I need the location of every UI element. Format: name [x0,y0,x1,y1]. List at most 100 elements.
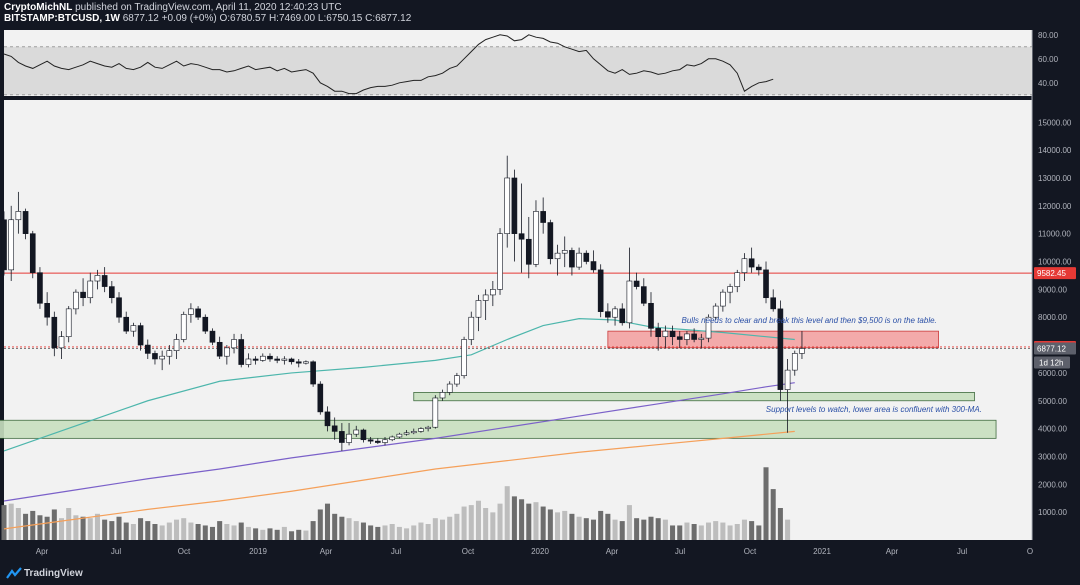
volume-bar [404,528,410,540]
candle-body [367,439,374,442]
candle-body [166,350,173,357]
volume-bar [166,522,172,540]
candle-body [303,361,309,364]
candle-body [123,316,130,332]
volume-bar [188,522,194,540]
symbol-name[interactable]: BITSTAMP:BTCUSD, 1W [4,13,120,24]
volume-bar [576,516,582,540]
volume-bar [547,509,553,540]
volume-bar [339,516,345,540]
x-tick-label: Apr [320,547,333,556]
current-price: 6877.12 [122,13,159,24]
volume-bar [454,513,460,540]
rsi-tick-label: 40.00 [1038,79,1059,88]
volume-bar [670,525,676,540]
candle-body [346,433,352,443]
chart-header: CryptoMichNL published on TradingView.co… [4,2,411,26]
candle-body [159,355,165,360]
volume-bar [66,508,72,540]
author-name[interactable]: CryptoMichNL [4,2,73,13]
volume-bar [598,510,604,540]
volume-bar [152,524,158,540]
volume-bar [540,506,546,540]
volume-bar [734,524,740,540]
volume-bar [174,519,180,540]
volume-bar [94,513,100,540]
volume-bar [763,467,769,540]
candle-body [22,211,29,234]
candle-body [425,426,431,429]
symbol-line: BITSTAMP:BTCUSD, 1W 6877.12 +0.09 (+0%) … [4,13,411,24]
candle-body [101,275,108,287]
volume-bar [58,518,65,540]
candle-body [525,238,532,265]
volume-bar [727,525,733,540]
candle-body [633,280,640,287]
candle-body [741,258,748,273]
volume-bar [705,522,712,540]
volume-bar [346,518,352,540]
volume-bar [389,524,395,540]
candle-body [65,308,72,338]
volume-bar [37,515,43,540]
support-zone [0,419,997,439]
volume-bar [224,524,230,540]
candle-body [259,355,266,361]
price-tick-label: 13000.00 [1038,174,1072,183]
chart-annotation: Support levels to watch, lower area is c… [766,405,982,414]
candle-body [640,286,647,304]
candle-body [712,305,719,318]
candle-body [324,411,331,427]
candle-body [15,211,22,221]
x-tick-label: Jul [957,547,967,556]
volume-bar [497,503,503,540]
candle-body [58,336,65,349]
candle-body [482,294,489,301]
price-tick-label: 11000.00 [1038,230,1071,239]
volume-bar [684,522,690,540]
candle-body [8,219,15,271]
volume-bar [260,529,266,540]
candle-body [245,358,252,365]
candle-body [231,339,237,349]
candle-body [137,325,144,346]
candle-body [439,392,446,399]
candle-body [655,328,661,338]
volume-bar [8,503,14,540]
volume-bar [396,526,402,540]
published-text: published on TradingView.com, April 11, … [75,2,342,13]
candle-body [252,358,259,361]
x-tick-label: Oct [462,547,475,556]
volume-bar [281,526,287,540]
price-tick-label: 15000.00 [1038,118,1072,127]
candle-body [662,330,669,338]
candle-body [540,211,546,223]
candle-body [791,353,798,371]
candle-body [375,440,381,443]
candle-body [676,336,683,340]
candle-body [209,330,216,343]
candle-body [763,269,769,299]
brand-name[interactable]: TradingView [24,568,83,579]
volume-bar [720,522,726,540]
volume-bar [130,524,136,540]
volume-bar [253,528,259,540]
x-tick-label: Jul [111,547,121,556]
tradingview-logo-icon[interactable] [6,567,22,579]
volume-bar [691,524,697,540]
volume-bar [583,518,589,540]
volume-bar [23,513,29,540]
candle-body [648,302,654,329]
price-chart[interactable]: 80.00 60.00 40.00 15000.00 14000.00 13000.00 1… [0,0,1080,563]
volume-bar [468,505,474,540]
price-tick-label: 4000.00 [1038,425,1067,434]
candle-body [44,302,50,318]
volume-bar [353,521,359,540]
volume-bar [332,513,338,540]
price-change: +0.09 (+0%) [161,13,217,24]
ohlc-values: O:6780.57 H:7469.00 L:6750.15 C:6877.12 [219,13,412,24]
volume-bar [519,499,525,540]
volume-bar [324,503,331,540]
volume-bar [181,518,187,540]
volume-bar [590,519,596,540]
